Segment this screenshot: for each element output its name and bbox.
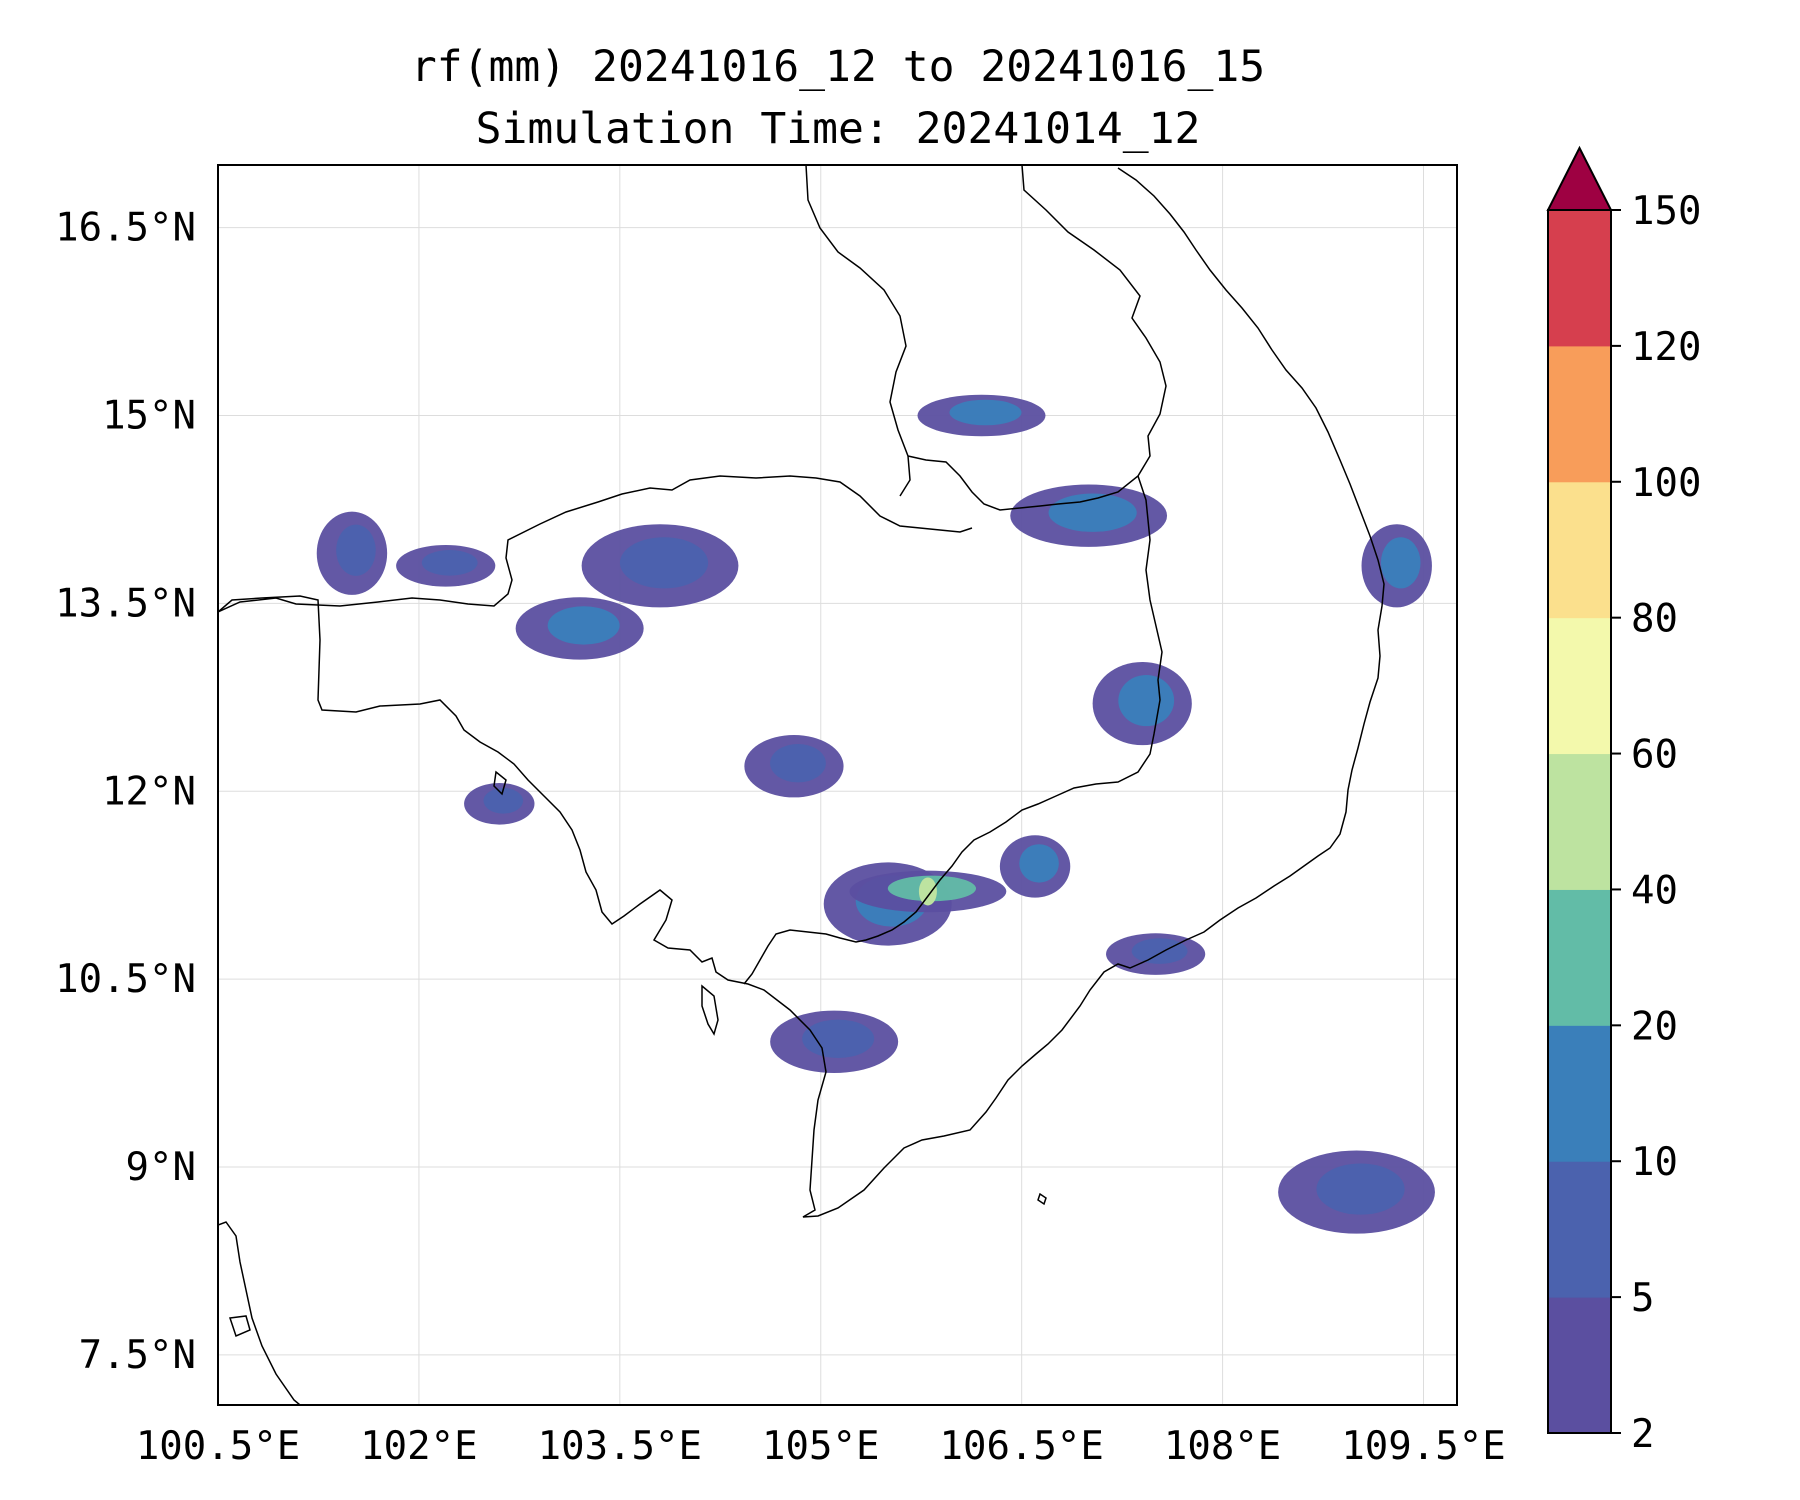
map-frame — [217, 164, 1458, 1406]
rain-area-core — [770, 744, 826, 783]
colorbar-tick-label: 150 — [1631, 189, 1701, 234]
lat-tick-label: 7.5°N — [79, 1333, 196, 1378]
colorbar-extend-arrow — [1546, 145, 1613, 211]
lon-tick-label: 106.5°E — [939, 1424, 1103, 1469]
colorbar-segment — [1548, 617, 1611, 755]
colorbar-segment — [1548, 1297, 1611, 1434]
colorbar-tick-label: 100 — [1631, 461, 1701, 506]
rain-area-core — [1019, 844, 1059, 883]
rain-area-core — [949, 399, 1022, 426]
lat-tick-label: 12°N — [102, 769, 196, 814]
rain-area-core — [1380, 537, 1421, 589]
lat-tick-label: 13.5°N — [55, 581, 196, 626]
lon-tick-label: 103.5°E — [538, 1424, 702, 1469]
colorbar-segment — [1548, 345, 1611, 483]
koh-kong-island — [493, 770, 507, 796]
gridlines — [218, 165, 1457, 1405]
rain-area-core — [619, 537, 709, 589]
rain-area-peak — [918, 877, 937, 906]
rain-area-core — [1118, 674, 1175, 727]
colorbar-tick-label: 40 — [1631, 868, 1678, 913]
colorbar-tick-label: 120 — [1631, 325, 1701, 370]
colorbar-tick-label: 60 — [1631, 733, 1678, 778]
lon-tick-label: 105°E — [762, 1424, 879, 1469]
mainland-coastline — [218, 167, 1385, 1218]
rain-area-core — [483, 787, 524, 814]
thailand-cambodia-border — [218, 475, 973, 613]
phu-quoc-island — [701, 984, 719, 1036]
koh-samui-island — [228, 1315, 251, 1338]
rain-area-core — [547, 606, 620, 645]
title-line-1: rf(mm) 20241016_12 to 20241016_15 — [410, 42, 1266, 92]
colorbar-segment — [1548, 210, 1611, 347]
coastlines-and-borders — [218, 165, 1385, 1405]
map-plot-area — [218, 165, 1457, 1405]
lat-tick-label: 15°N — [102, 394, 196, 439]
vietnam-border — [743, 475, 1163, 985]
colorbar-tick-label: 80 — [1631, 597, 1678, 642]
colorbar-frame — [1547, 209, 1612, 1434]
colorbar-segment — [1548, 753, 1611, 890]
lon-tick-label: 100.5°E — [136, 1424, 300, 1469]
lat-tick-label: 9°N — [126, 1145, 196, 1190]
lat-tick-label: 16.5°N — [55, 206, 196, 251]
laos-border — [805, 165, 1167, 511]
colorbar-tick-label: 10 — [1631, 1140, 1678, 1185]
lon-tick-label: 109.5°E — [1341, 1424, 1505, 1469]
colorbar-segment — [1548, 889, 1611, 1026]
latitude-axis: 7.5°N 9°N 10.5°N 12°N 13.5°N 15°N 16.5°N — [55, 206, 196, 1378]
rain-area-core — [421, 550, 478, 576]
lon-tick-label: 102°E — [360, 1424, 477, 1469]
colorbar-tick-label: 20 — [1631, 1004, 1678, 1049]
colorbar-segment — [1548, 481, 1611, 619]
colorbar-segment — [1548, 1161, 1611, 1298]
map-title: rf(mm) 20241016_12 to 20241016_15 Simula… — [218, 36, 1458, 160]
colorbar-tick-label: 2 — [1631, 1412, 1654, 1457]
longitude-axis: 100.5°E 102°E 103.5°E 105°E 106.5°E 108°E 109.… — [136, 1424, 1506, 1469]
rain-area-core — [1131, 938, 1188, 964]
malay-peninsula-coast — [218, 1221, 301, 1405]
lon-tick-label: 108°E — [1164, 1424, 1281, 1469]
colorbar: 2 5 10 20 40 60 80 100 120 150 — [1546, 145, 1701, 1457]
colorbar-segment — [1548, 1025, 1611, 1162]
con-dao-island — [1037, 1192, 1047, 1206]
lat-tick-label: 10.5°N — [55, 957, 196, 1002]
rain-area-core — [1316, 1163, 1405, 1215]
colorbar-tick-label: 5 — [1631, 1276, 1654, 1321]
title-line-2: Simulation Time: 20241014_12 — [475, 104, 1201, 154]
rain-area-core — [336, 524, 376, 576]
rain-area-core — [802, 1019, 875, 1058]
